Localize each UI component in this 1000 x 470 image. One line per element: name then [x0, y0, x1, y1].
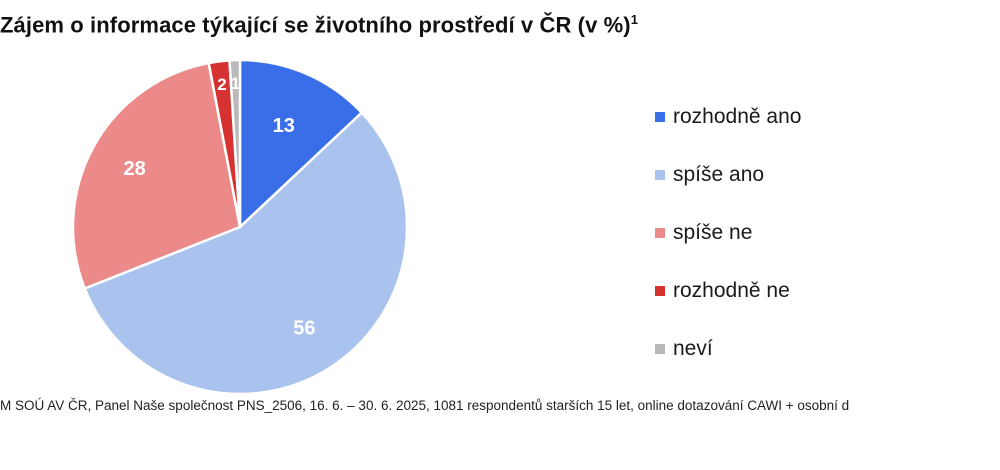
legend-swatch	[655, 344, 665, 354]
chart-title: Zájem o informace týkající se životního …	[0, 12, 639, 38]
legend-swatch	[655, 286, 665, 296]
legend: rozhodně ano spíše ano spíše ne rozhodně ne…	[655, 88, 801, 378]
pie-slice-spíše-ano	[83, 111, 409, 396]
legend-item-spíše-ano: spíše ano	[655, 146, 801, 204]
legend-swatch	[655, 112, 665, 122]
data-label-neví: 1	[231, 74, 240, 93]
legend-label: rozhodně ne	[673, 279, 790, 302]
data-label-spíše-ne: 28	[124, 158, 146, 180]
data-label-rozhodně-ne: 2	[217, 75, 226, 94]
legend-item-rozhodně-ano: rozhodně ano	[655, 88, 801, 146]
legend-label: spíše ne	[673, 221, 753, 244]
title-footnote-marker: 1	[630, 12, 639, 27]
legend-swatch	[655, 228, 665, 238]
pie-slice-neví	[228, 58, 242, 229]
pie-slice-rozhodně-ano	[238, 58, 363, 229]
data-label-rozhodně-ano: 13	[273, 115, 295, 137]
legend-item-neví: neví	[655, 320, 801, 378]
source-note: M SOÚ AV ČR, Panel Naše společnost PNS_2…	[0, 398, 850, 413]
legend-label: spíše ano	[673, 163, 765, 186]
pie-slice-spíše-ne	[71, 61, 242, 290]
legend-swatch	[655, 170, 665, 180]
legend-label: neví	[673, 337, 713, 360]
legend-item-spíše-ne: spíše ne	[655, 204, 801, 262]
legend-item-rozhodně-ne: rozhodně ne	[655, 262, 801, 320]
legend-label: rozhodně ano	[673, 105, 802, 128]
data-label-spíše-ano: 56	[293, 318, 315, 340]
